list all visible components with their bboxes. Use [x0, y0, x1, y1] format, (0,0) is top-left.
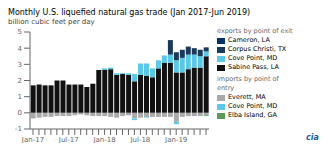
svg-text:1: 1	[18, 93, 22, 101]
svg-text:Jul-18: Jul-18	[129, 136, 150, 143]
svg-text:Jan-17: Jan-17	[21, 136, 44, 143]
svg-text:0: 0	[18, 109, 22, 117]
html-text:Everett, MA: Everett, MA	[228, 93, 266, 101]
html-text:exports by point of exit: exports by point of exit	[217, 27, 293, 35]
svg-text:2: 2	[18, 77, 22, 85]
svg-text:3: 3	[18, 61, 22, 69]
svg-text:4: 4	[18, 45, 23, 53]
svg-text:Jul-17: Jul-17	[58, 136, 79, 143]
html-text:Cameron, LA: Cameron, LA	[228, 36, 270, 44]
svg-text:-1: -1	[15, 125, 22, 133]
html-text:Elba Island, GA: Elba Island, GA	[228, 111, 277, 119]
html-text:Corpus Christi, TX: Corpus Christi, TX	[228, 45, 287, 53]
html-text:imports by point of entry: imports by point of entry	[217, 75, 279, 92]
html-text:Cove Point, MD: Cove Point, MD	[228, 102, 278, 110]
svg-text:5: 5	[18, 28, 22, 36]
html-text:cia: cia	[306, 133, 319, 142]
html-text:Monthly U.S. liquefied natural: Monthly U.S. liquefied natural gas trade…	[8, 8, 251, 17]
html-text:Sabine Pass, LA: Sabine Pass, LA	[228, 63, 279, 71]
html-text:Cove Point, MD: Cove Point, MD	[228, 54, 278, 62]
html-text:billion cubic feet per day: billion cubic feet per day	[8, 18, 95, 26]
svg-text:Jan-18: Jan-18	[92, 136, 115, 143]
svg-text:Jan-19: Jan-19	[164, 136, 187, 143]
